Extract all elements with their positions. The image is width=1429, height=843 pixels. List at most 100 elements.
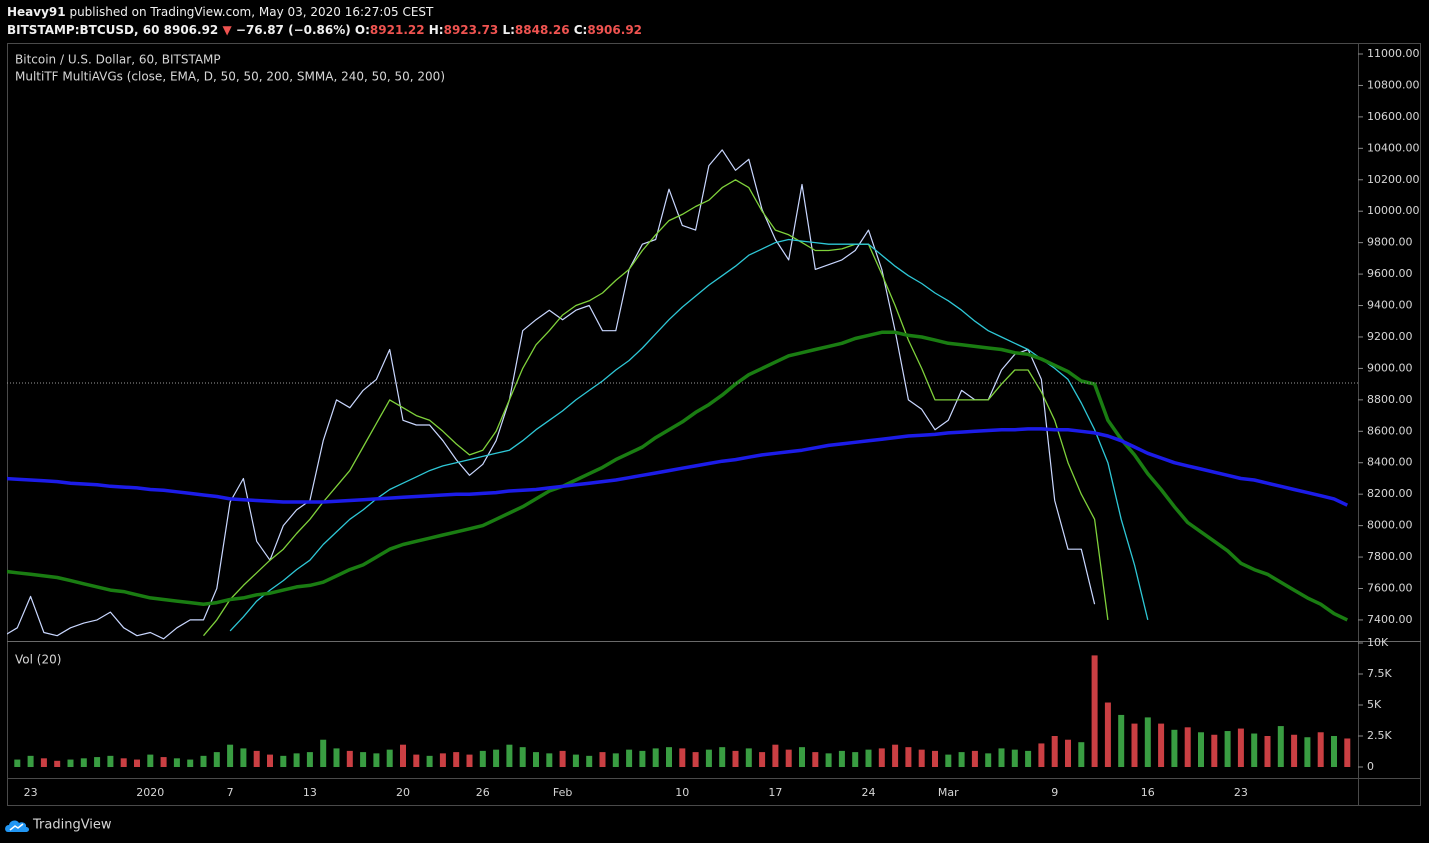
volume-bar <box>293 753 300 768</box>
volume-bar <box>705 749 712 768</box>
volume-bar <box>838 750 845 768</box>
y-tick-label: 5K <box>1367 698 1382 711</box>
y-tick-label: 0 <box>1367 760 1374 773</box>
volume-bar <box>985 753 992 768</box>
volume-bar <box>599 752 606 768</box>
series-line <box>7 427 1349 507</box>
y-tick-label: 7800.00 <box>1367 550 1413 563</box>
volume-bar <box>1331 736 1337 768</box>
volume-bar <box>892 744 899 768</box>
x-tick-label: 9 <box>1051 786 1058 799</box>
volume-bar <box>466 754 473 768</box>
volume-bar <box>865 749 872 768</box>
volume-bar <box>306 752 313 768</box>
y-tick-label: 9600.00 <box>1367 267 1413 280</box>
volume-bar <box>1158 723 1165 768</box>
y-tick-label: 10800.00 <box>1367 78 1420 91</box>
volume-bar <box>1171 729 1178 768</box>
price-pane <box>7 149 1358 640</box>
change: −76.87 (−0.86%) <box>236 23 351 37</box>
volume-bar <box>918 749 925 768</box>
volume-bar <box>639 750 646 768</box>
volume-bar <box>852 752 859 768</box>
volume-bar <box>227 744 234 768</box>
y-tick-label: 8000.00 <box>1367 519 1413 532</box>
volume-bar <box>240 748 247 768</box>
volume-bar <box>799 747 805 768</box>
y-tick-label: 2.5K <box>1367 729 1392 742</box>
volume-bar <box>1251 733 1258 768</box>
open-label: O: <box>355 23 370 37</box>
x-tick-label: 16 <box>1141 786 1155 799</box>
volume-bar <box>1264 736 1271 768</box>
volume-bar <box>1344 738 1351 768</box>
close-label: C: <box>574 23 588 37</box>
x-tick-label: 17 <box>768 786 782 799</box>
volume-bar <box>958 752 965 768</box>
volume-bar <box>493 749 500 768</box>
volume-pane <box>14 655 1351 768</box>
volume-bar <box>998 748 1005 768</box>
volume-bar <box>652 748 659 768</box>
x-tick-label: 13 <box>303 786 317 799</box>
close: 8906.92 <box>587 23 642 37</box>
volume-bar <box>1184 727 1191 768</box>
x-tick-label: 10 <box>675 786 689 799</box>
volume-bar <box>1131 723 1138 768</box>
y-tick-label: 8800.00 <box>1367 393 1413 406</box>
volume-bar <box>546 753 553 768</box>
volume-bar <box>1065 739 1071 768</box>
volume-bar <box>1038 743 1045 768</box>
volume-bar <box>27 755 34 768</box>
volume-bar <box>54 760 61 768</box>
volume-bar <box>1198 732 1204 768</box>
open: 8921.22 <box>370 23 425 37</box>
volume-bar <box>692 752 699 768</box>
volume-bar <box>200 755 207 768</box>
high-label: H: <box>429 23 444 37</box>
volume-bar <box>1118 714 1125 768</box>
volume-bar <box>1291 734 1298 768</box>
brand: TradingView <box>32 818 112 833</box>
volume-bar <box>506 744 513 768</box>
volume-bar <box>80 758 87 768</box>
y-tick-label: 9200.00 <box>1367 330 1413 343</box>
volume-bar <box>107 755 114 768</box>
volume-bar <box>134 759 140 768</box>
volume-bar <box>533 752 539 768</box>
volume-bar <box>559 750 566 768</box>
volume-bar <box>945 754 952 768</box>
x-tick-label: Mar <box>938 786 959 799</box>
volume-bar <box>413 754 420 768</box>
indicator-title: MultiTF MultiAVGs (close, EMA, D, 50, 50… <box>15 70 445 84</box>
volume-bar <box>373 753 380 768</box>
volume-pane-title: Vol (20) <box>15 653 61 667</box>
x-tick-label: 26 <box>476 786 490 799</box>
volume-bar <box>1317 732 1324 768</box>
volume-bar <box>479 750 486 768</box>
y-tick-label: 10600.00 <box>1367 110 1420 123</box>
volume-bar <box>14 759 21 768</box>
y-tick-label: 8600.00 <box>1367 424 1413 437</box>
volume-bar <box>666 747 672 768</box>
low: 8848.26 <box>515 23 570 37</box>
x-tick-label: 20 <box>396 786 410 799</box>
volume-bar <box>120 758 127 768</box>
high: 8923.73 <box>444 23 499 37</box>
logo <box>5 820 29 832</box>
y-tick-label: 8400.00 <box>1367 456 1413 469</box>
volume-bar <box>94 757 101 768</box>
volume-bar <box>400 744 406 768</box>
volume-bar <box>812 752 819 768</box>
volume-bar <box>772 744 779 768</box>
y-tick-label: 9400.00 <box>1367 299 1413 312</box>
volume-bar <box>878 748 885 768</box>
volume-bar <box>971 750 978 768</box>
volume-bar <box>612 753 619 768</box>
low-label: L: <box>502 23 514 37</box>
header-line-2: BITSTAMP:BTCUSD, 60 8906.92 ▼ −76.87 (−0… <box>7 23 642 37</box>
volume-bar <box>825 753 832 768</box>
volume-bar <box>1304 737 1311 768</box>
